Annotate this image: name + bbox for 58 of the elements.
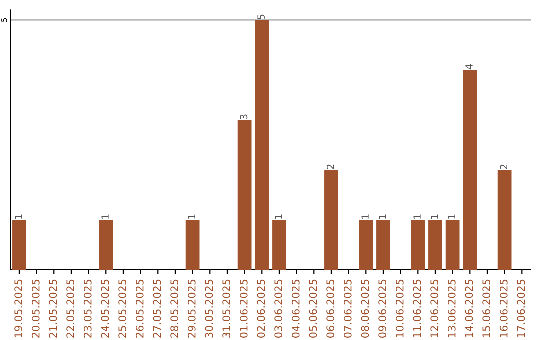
bar [272, 220, 286, 270]
x-tick-label: 05.06.2025 [309, 280, 318, 338]
bar [411, 220, 426, 270]
x-tick-label: 13.06.2025 [448, 280, 456, 338]
bar [498, 170, 512, 270]
data-label: 1 [379, 214, 386, 219]
x-tick-label: 15.06.2025 [482, 280, 491, 338]
data-label: 1 [431, 214, 438, 219]
bar [446, 220, 460, 270]
bar [428, 220, 442, 270]
x-tick-label: 11.06.2025 [413, 280, 422, 338]
x-tick-label: 04.06.2025 [292, 280, 300, 338]
x-tick-label: 02.06.2025 [257, 280, 266, 338]
bar [12, 220, 26, 270]
x-tick-label: 16.06.2025 [500, 280, 508, 338]
data-label: 1 [414, 214, 421, 219]
bar [255, 20, 270, 270]
x-tick-label: 01.06.2025 [240, 280, 248, 338]
x-tick-label: 28.05.2025 [170, 280, 178, 338]
x-tick-label: 21.05.2025 [49, 280, 58, 338]
x-tick-label: 26.05.2025 [136, 280, 144, 338]
data-label: 1 [362, 214, 369, 219]
x-tick-label: 29.05.2025 [188, 280, 196, 338]
x-tick-label: 12.06.2025 [430, 280, 439, 338]
bar [376, 220, 390, 270]
x-tick-label: 22.05.2025 [66, 280, 74, 338]
bar [324, 170, 338, 270]
bar [463, 70, 478, 270]
x-tick-label: 20.05.2025 [32, 280, 40, 338]
x-tick-label: 31.05.2025 [222, 280, 230, 338]
data-label: 1 [448, 214, 456, 219]
x-tick-label: 14.06.2025 [465, 280, 474, 338]
bar [99, 220, 114, 270]
x-tick-label: 24.05.2025 [101, 280, 110, 338]
x-tick-label: 08.06.2025 [361, 280, 370, 338]
x-tick-label: 03.06.2025 [274, 280, 282, 338]
x-tick-label: 25.05.2025 [118, 280, 126, 338]
data-label: 1 [188, 214, 196, 219]
data-label: 1 [102, 214, 109, 219]
x-tick-label: 06.06.2025 [326, 280, 334, 338]
data-label: 2 [326, 164, 334, 170]
x-tick-label: 10.06.2025 [396, 280, 404, 338]
bar [186, 220, 200, 270]
data-label: 5 [258, 14, 265, 20]
bar [238, 120, 252, 270]
data-label: 1 [275, 214, 282, 219]
x-tick-label: 30.05.2025 [205, 280, 214, 338]
x-tick-label: 09.06.2025 [378, 280, 387, 338]
x-tick-label: 07.06.2025 [344, 280, 352, 338]
x-tick-label: 19.05.2025 [14, 280, 22, 338]
data-label: 4 [466, 64, 473, 70]
x-tick-label: 23.05.2025 [84, 280, 92, 338]
x-tick-label: 27.05.2025 [153, 280, 162, 338]
data-label: 3 [240, 114, 248, 120]
x-tick-label: 17.06.2025 [517, 280, 526, 338]
data-label: 1 [15, 214, 22, 219]
data-label: 2 [500, 164, 508, 170]
bar [359, 220, 374, 270]
